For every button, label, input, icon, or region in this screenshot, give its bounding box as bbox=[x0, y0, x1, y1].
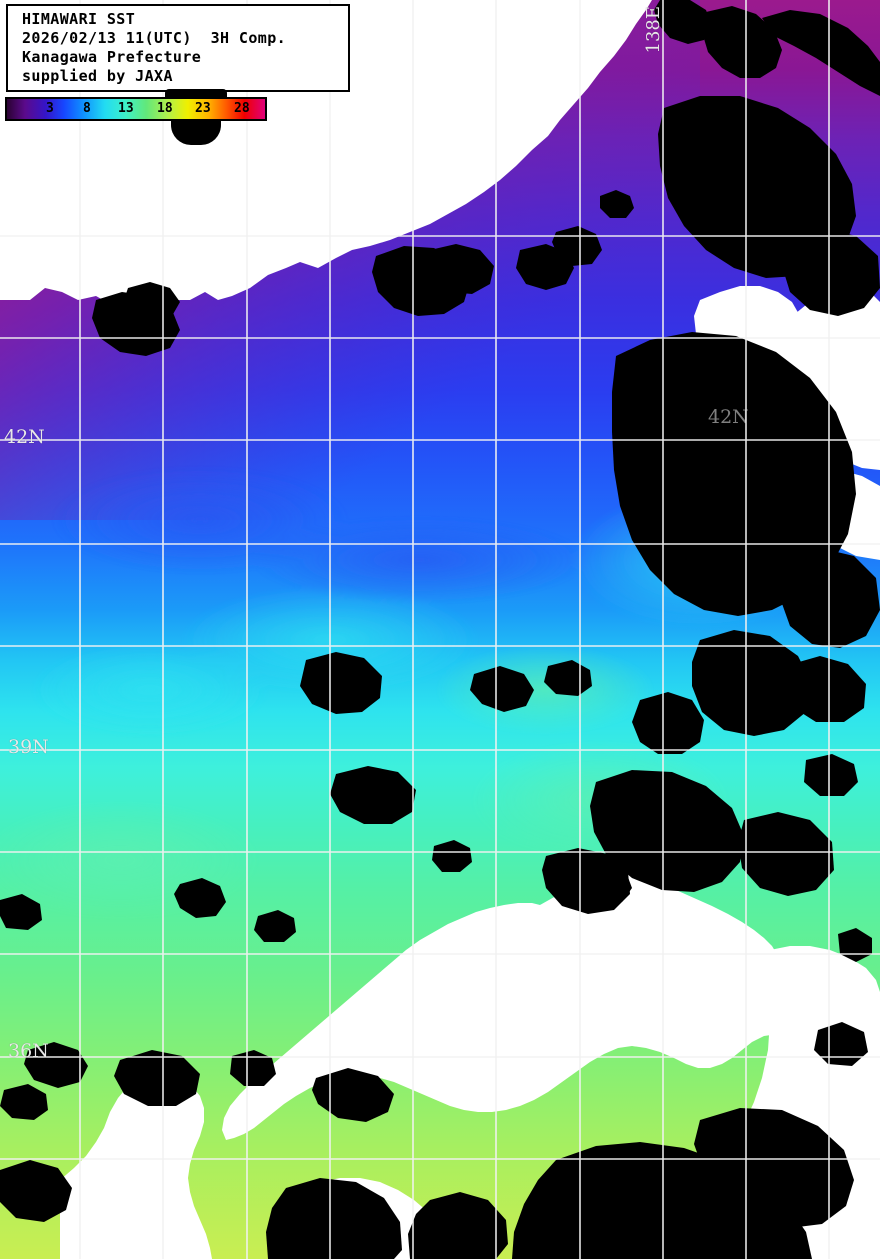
colorbar-notch-top bbox=[165, 89, 227, 99]
legend-line-datetime: 2026/02/13 11(UTC) 3H Comp. bbox=[22, 29, 287, 47]
sst-colorbar: 3 8 13 18 23 28 bbox=[5, 89, 267, 145]
legend-line-region: Kanagawa Prefecture bbox=[22, 48, 202, 66]
colorbar-tick-8: 8 bbox=[83, 101, 91, 116]
legend-line-product: HIMAWARI SST bbox=[22, 10, 136, 28]
colorbar-tick-23: 23 bbox=[195, 101, 211, 116]
title-legend-box: HIMAWARI SST 2026/02/13 11(UTC) 3H Comp.… bbox=[6, 4, 350, 92]
colorbar-tick-28: 28 bbox=[234, 101, 250, 116]
colorbar-tick-13: 13 bbox=[118, 101, 134, 116]
colorbar-tick-18: 18 bbox=[157, 101, 173, 116]
legend-line-credit: supplied by JAXA bbox=[22, 67, 173, 85]
colorbar-stem bbox=[193, 117, 197, 129]
colorbar-tick-3: 3 bbox=[46, 101, 54, 116]
colorbar-gradient bbox=[5, 97, 267, 121]
